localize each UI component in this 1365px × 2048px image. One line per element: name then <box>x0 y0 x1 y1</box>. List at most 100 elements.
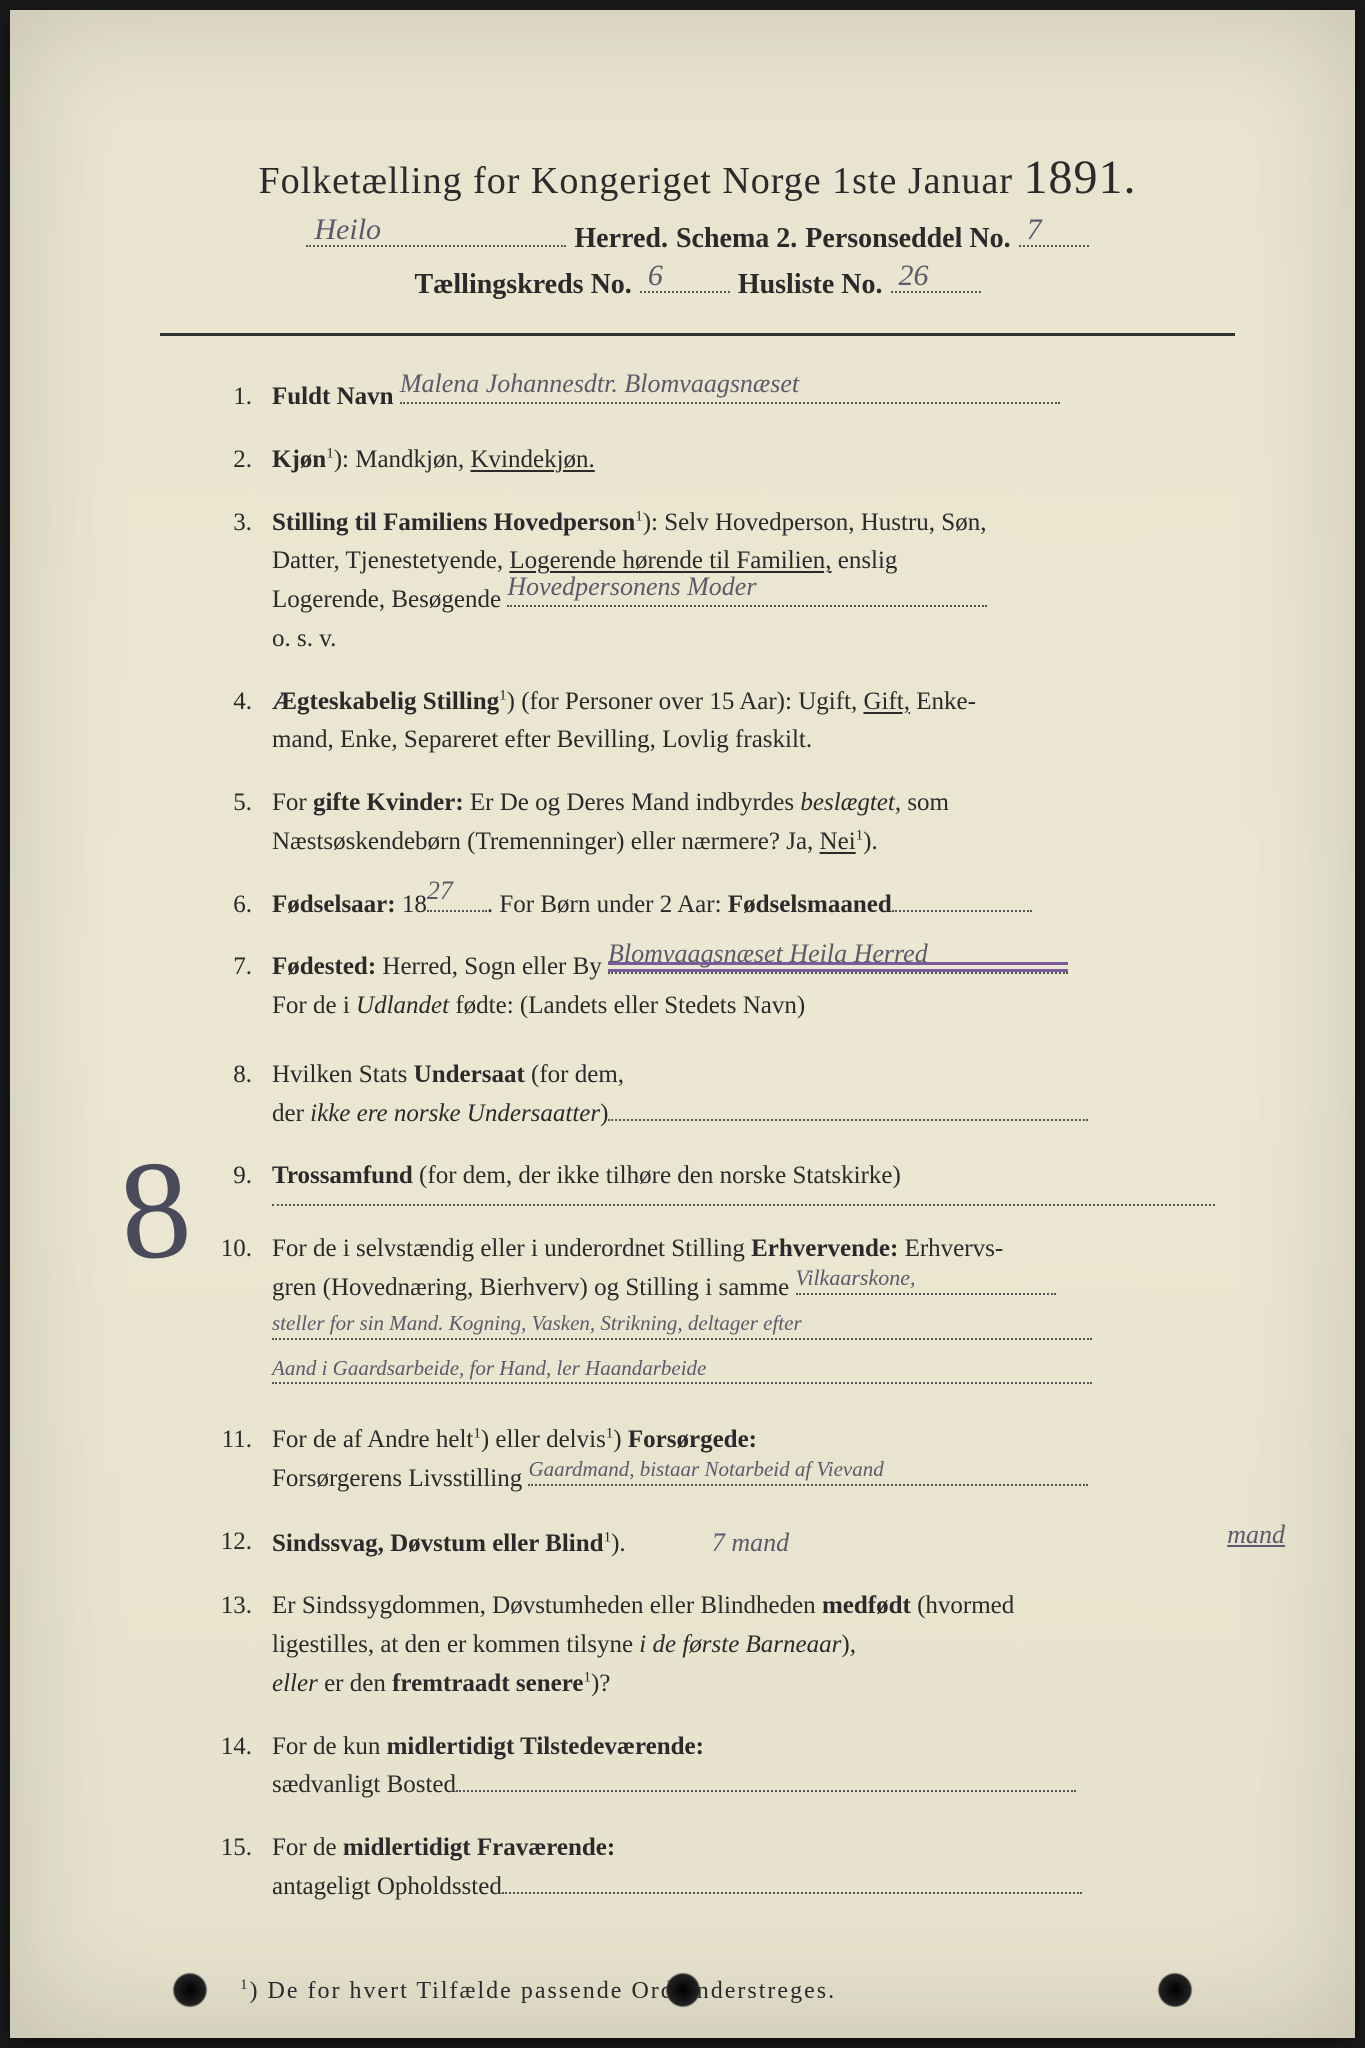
item-13-text1: Er Sindssygdommen, Døvstumheden eller Bl… <box>272 1592 822 1619</box>
item-8-ital1: ikke ere norske Undersaatter <box>310 1100 600 1127</box>
item-12-hand2: mand <box>1227 1515 1285 1555</box>
item-1-label: Fuldt Navn <box>272 383 394 410</box>
item-5-text1: For <box>272 789 313 816</box>
item-11-content: For de af Andre helt1) eller delvis1) Fo… <box>272 1421 1215 1499</box>
item-12-text1: ). <box>611 1530 626 1557</box>
item-3-sup: 1 <box>635 508 643 524</box>
item-11-line2: Forsørgerens Livsstilling <box>272 1465 522 1492</box>
item-5: 5. For gifte Kvinder: Er De og Deres Man… <box>200 784 1215 862</box>
item-3: 3. Stilling til Familiens Hovedperson1):… <box>200 504 1215 659</box>
item-8-bold1: Undersaat <box>414 1061 525 1088</box>
census-form-document: Folketælling for Kongeriget Norge 1ste J… <box>10 10 1355 2038</box>
item-3-num: 3. <box>200 504 272 543</box>
item-4-num: 4. <box>200 683 272 722</box>
item-7-line2b: fødte: (Landets eller Stedets Navn) <box>449 992 805 1019</box>
item-13-bold2: fremtraadt senere <box>392 1670 583 1697</box>
item-5-text3: , som <box>895 789 949 816</box>
personseddel-no-field: 7 <box>1019 221 1089 247</box>
item-6-trail <box>892 910 1032 912</box>
item-13-line3a: eller <box>272 1670 318 1697</box>
tkreds-no: 6 <box>648 259 663 293</box>
item-13-content: Er Sindssygdommen, Døvstumheden eller Bl… <box>272 1587 1215 1703</box>
district-handwritten: Heilo <box>314 213 381 247</box>
subheader-line-2: Tællingskreds No. 6 Husliste No. 26 <box>160 267 1235 301</box>
item-11-text2: ) eller delvis <box>481 1426 606 1453</box>
item-12-num: 12. <box>200 1523 272 1562</box>
item-7-hand-field: Blomvaagsnæset Heila Herred <box>608 952 1068 974</box>
item-4-line2: mand, Enke, Separeret efter Bevilling, L… <box>272 726 812 753</box>
item-4-label: Ægteskabelig Stilling <box>272 688 499 715</box>
item-9-content: Trossamfund (for dem, der ikke tilhøre d… <box>272 1157 1215 1206</box>
item-9: 9. Trossamfund (for dem, der ikke tilhør… <box>200 1157 1215 1206</box>
item-10-line2: gren (Hovednæring, Bierhverv) og Stillin… <box>272 1274 789 1301</box>
item-15-text1: For de <box>272 1834 343 1861</box>
item-2-sup: 1 <box>326 445 334 461</box>
item-5-content: For gifte Kvinder: Er De og Deres Mand i… <box>272 784 1215 862</box>
item-14-trail <box>456 1790 1076 1792</box>
item-11-num: 11. <box>200 1421 272 1460</box>
item-7-content: Fødested: Herred, Sogn eller By Blomvaag… <box>272 948 1215 1026</box>
item-7: 7. Fødested: Herred, Sogn eller By Blomv… <box>200 948 1215 1026</box>
form-body: 1. Fuldt Navn Malena Johannesdtr. Blomva… <box>160 378 1235 1907</box>
item-13-line2a: ligestilles, at den er kommen tilsyne <box>272 1631 639 1658</box>
item-12-hand: 7 mand <box>712 1528 789 1557</box>
item-13-line3b: er den <box>318 1670 392 1697</box>
item-3-hand-field: Hovedpersonens Moder <box>507 585 987 607</box>
item-8-line2b: ) <box>600 1100 608 1127</box>
item-6-year-field: 27 <box>427 890 487 912</box>
item-2: 2. Kjøn1): Mandkjøn, Kvindekjøn. <box>200 441 1215 480</box>
item-1: 1. Fuldt Navn Malena Johannesdtr. Blomva… <box>200 378 1215 417</box>
footnote-text: ) De for hvert Tilfælde passende Ord und… <box>250 1978 837 2004</box>
item-8-line2: der <box>272 1100 310 1127</box>
item-2-text1: ): Mandkjøn, <box>334 446 471 473</box>
item-7-num: 7. <box>200 948 272 987</box>
item-11-bold1: Forsørgede: <box>628 1426 757 1453</box>
personseddel-label: Personseddel No. <box>805 223 1010 255</box>
item-10-hand3-field: Aand i Gaardsarbeide, for Hand, ler Haan… <box>272 1362 1092 1384</box>
item-4-text1: ) (for Personer over 15 Aar): Ugift, <box>507 688 864 715</box>
item-2-label: Kjøn <box>272 446 326 473</box>
item-2-underlined: Kvindekjøn. <box>470 446 594 473</box>
item-4: 4. Ægteskabelig Stilling1) (for Personer… <box>200 683 1215 761</box>
item-13-line3c: )? <box>591 1670 610 1697</box>
item-5-bold1: gifte Kvinder: <box>313 789 464 816</box>
item-10-num: 10. <box>200 1230 272 1269</box>
item-6-label: Fødselsaar: <box>272 891 396 918</box>
schema-label: Schema 2. <box>676 223 797 255</box>
item-5-num: 5. <box>200 784 272 823</box>
item-2-content: Kjøn1): Mandkjøn, Kvindekjøn. <box>272 441 1215 480</box>
form-title: Folketælling for Kongeriget Norge 1ste J… <box>160 150 1235 205</box>
item-11-text1: For de af Andre helt <box>272 1426 473 1453</box>
item-8: 8. Hvilken Stats Undersaat (for dem, der… <box>200 1056 1215 1134</box>
item-10-hand3: Aand i Gaardsarbeide, for Hand, ler Haan… <box>272 1352 706 1385</box>
item-6-num: 6. <box>200 886 272 925</box>
item-3-content: Stilling til Familiens Hovedperson1): Se… <box>272 504 1215 659</box>
item-5-line2a: Næstsøskendebørn (Tremenninger) eller næ… <box>272 828 820 855</box>
item-10-hand1: Vilkaarskone, <box>796 1261 916 1295</box>
item-13-num: 13. <box>200 1587 272 1626</box>
item-14-text1: For de kun <box>272 1733 387 1760</box>
title-year: 1891. <box>1024 151 1137 204</box>
husliste-label: Husliste No. <box>738 269 883 301</box>
personseddel-no: 7 <box>1027 213 1042 247</box>
item-8-trail <box>608 1119 1088 1121</box>
form-header: Folketælling for Kongeriget Norge 1ste J… <box>160 150 1235 301</box>
item-10-hand1-field: Vilkaarskone, <box>796 1273 1056 1295</box>
item-6-bold2: Fødselsmaaned <box>728 891 892 918</box>
punch-hole-icon <box>663 1970 703 2010</box>
item-14-content: For de kun midlertidigt Tilstedeværende:… <box>272 1728 1215 1806</box>
tkreds-no-field: 6 <box>640 267 730 293</box>
item-14-line2: sædvanligt Bosted <box>272 1771 456 1798</box>
item-9-num: 9. <box>200 1157 272 1196</box>
husliste-no-field: 26 <box>891 267 981 293</box>
item-13-sup: 1 <box>583 1669 591 1685</box>
item-15-bold1: midlertidigt Fraværende: <box>343 1834 615 1861</box>
item-1-num: 1. <box>200 378 272 417</box>
item-1-content: Fuldt Navn Malena Johannesdtr. Blomvaags… <box>272 378 1215 417</box>
tkreds-label: Tællingskreds No. <box>414 269 631 301</box>
name-field: Malena Johannesdtr. Blomvaagsnæset <box>400 382 1060 404</box>
item-14-num: 14. <box>200 1728 272 1767</box>
item-13-ital1: i de første Barneaar <box>639 1631 841 1658</box>
item-8-text2: (for dem, <box>525 1061 624 1088</box>
item-8-num: 8. <box>200 1056 272 1095</box>
